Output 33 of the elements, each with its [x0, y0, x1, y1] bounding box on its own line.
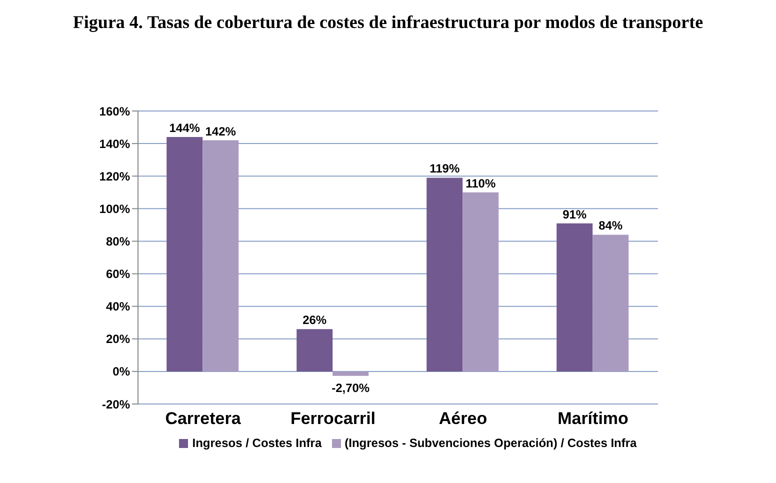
- y-tick-label: 0%: [112, 364, 130, 379]
- data-label: 110%: [466, 176, 496, 190]
- bar: [296, 329, 333, 372]
- x-tick-label: Marítimo: [558, 409, 628, 428]
- y-tick-label: 80%: [106, 234, 130, 248]
- y-tick-label: -20%: [102, 397, 130, 412]
- bar: [202, 140, 239, 372]
- legend-label: (Ingresos - Subvenciones Operación) / Costes Infra: [344, 436, 637, 450]
- bar: [592, 234, 629, 372]
- bar: [462, 192, 499, 372]
- y-tick-label: 100%: [99, 202, 130, 216]
- bar: [426, 178, 463, 372]
- data-label: 84%: [598, 218, 623, 233]
- data-label: 142%: [205, 124, 236, 138]
- data-label: 144%: [169, 121, 200, 136]
- data-label: 91%: [562, 207, 587, 222]
- y-tick-label: 140%: [99, 136, 130, 151]
- bar: [166, 137, 203, 372]
- x-tick-label: Carretera: [165, 409, 242, 428]
- legend-label: Ingresos / Costes Infra: [192, 436, 322, 450]
- y-tick-label: 120%: [99, 169, 130, 184]
- y-tick-label: 40%: [106, 300, 130, 314]
- data-label: 26%: [302, 313, 327, 328]
- bar: [556, 223, 593, 372]
- data-label: 119%: [430, 162, 460, 176]
- x-tick-label: Aéreo: [438, 409, 488, 428]
- y-tick-label: 20%: [106, 332, 130, 346]
- bar: [332, 371, 369, 376]
- y-tick-label: 60%: [106, 267, 130, 282]
- y-tick-label: 160%: [99, 104, 130, 118]
- chart-title: Figura 4. Tasas de cobertura de costes de infraestructura por modos de transporte: [72, 11, 704, 34]
- data-label: -2,70%: [332, 380, 370, 395]
- x-tick-label: Ferrocarril: [290, 409, 376, 428]
